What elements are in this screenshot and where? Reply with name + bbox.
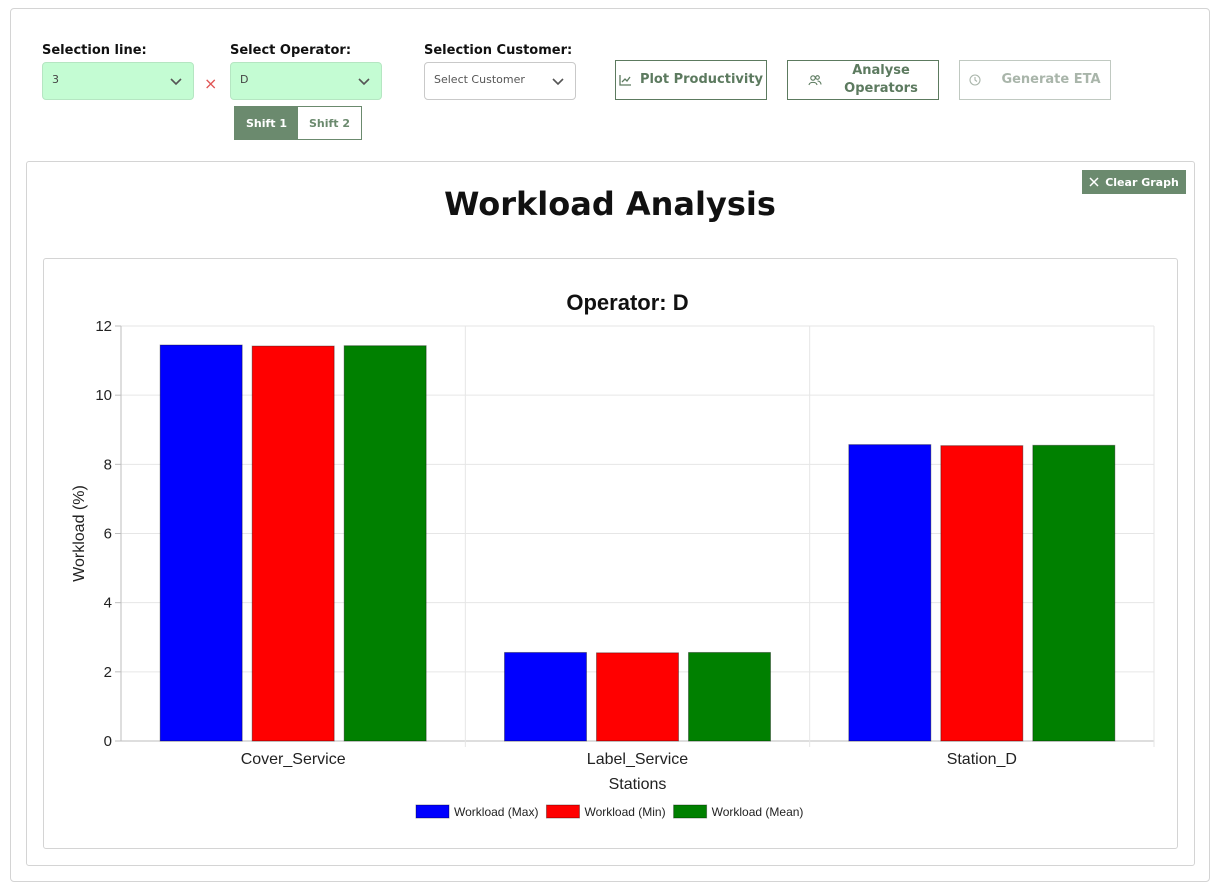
generate-eta-button[interactable]: Generate ETA [959,60,1111,100]
close-icon [1089,177,1099,187]
x-axis-title: Stations [609,776,667,793]
chart-card: Operator: D 0 2 4 6 8 10 12 Cover_Service Label_S… [43,258,1178,849]
generate-eta-label: Generate ETA [1001,72,1101,87]
legend-swatch [673,804,708,819]
chevron-down-icon [358,78,370,86]
analyse-operators-label-line2: Operators [844,81,918,96]
customer-select[interactable]: Select Customer [424,62,576,100]
y-axis-title: Workload (%) [71,485,88,582]
y-tick-label: 8 [104,456,112,473]
y-tick-label: 4 [104,595,112,612]
customer-select-placeholder: Select Customer [434,73,525,86]
legend-label: Workload (Mean) [712,805,804,819]
users-icon [808,75,822,86]
clock-icon [969,74,981,86]
x-tick-label: Station_D [947,751,1017,768]
bar [848,444,932,742]
y-tick-label: 10 [95,387,112,404]
bar [251,345,335,742]
plot-productivity-button[interactable]: Plot Productivity [615,60,767,100]
bar [940,445,1024,742]
legend-label: Workload (Min) [584,805,665,819]
legend-swatch [415,804,450,819]
line-select[interactable]: 3 [42,62,194,100]
clear-graph-label: Clear Graph [1105,175,1179,189]
bar [159,344,243,742]
bar [688,651,771,742]
chart-title: Operator: D [566,290,688,315]
y-tick-label: 12 [95,318,112,335]
operator-select-label: Select Operator: [230,43,352,58]
bar [596,652,679,742]
x-tick-label: Cover_Service [241,751,346,768]
x-tick-label: Label_Service [587,751,689,768]
chevron-down-icon [170,78,182,86]
operator-select-value: D [240,73,249,86]
y-tick-label: 0 [104,733,112,750]
bar [504,651,587,742]
line-select-label: Selection line: [42,43,147,58]
analyse-operators-label-line1: Analyse [852,63,910,78]
analyse-operators-text: Analyse Operators [844,62,918,98]
chevron-down-icon [552,78,564,86]
clear-graph-button[interactable]: Clear Graph [1082,170,1186,194]
operator-select[interactable]: D [230,62,382,100]
bar [1032,444,1116,742]
y-tick-label: 2 [104,664,112,681]
customer-select-label: Selection Customer: [424,43,573,58]
y-tick-label: 6 [104,526,112,543]
clear-line-icon[interactable]: × [204,74,218,93]
page-title: Workload Analysis [444,185,776,223]
line-select-value: 3 [52,73,59,86]
workload-chart: Operator: D 0 2 4 6 8 10 12 Cover_Service Label_S… [71,290,1155,819]
plot-productivity-label: Plot Productivity [639,72,764,87]
legend-swatch [545,804,580,819]
analyse-operators-button[interactable]: Analyse Operators [787,60,939,100]
shift-2-button[interactable]: Shift 2 [298,107,361,139]
bar [343,345,427,742]
shift-toggle-group: Shift 1 Shift 2 [234,106,362,140]
legend-label: Workload (Max) [454,805,538,819]
line-chart-icon [619,75,631,86]
shift-1-button[interactable]: Shift 1 [235,107,298,139]
